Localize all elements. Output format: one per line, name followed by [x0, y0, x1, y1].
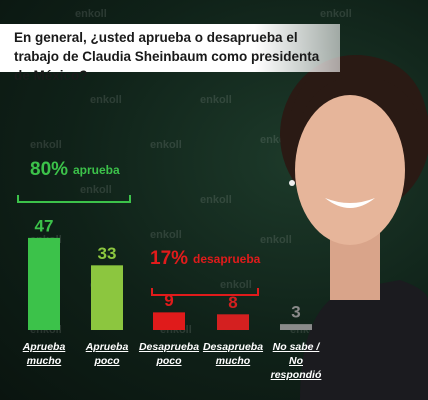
- value-label: 9: [164, 291, 173, 310]
- category-label: Desaprueba poco: [138, 341, 200, 367]
- watermark: enkoll: [200, 94, 232, 106]
- watermark: enkoll: [200, 194, 232, 206]
- value-label: 3: [291, 303, 300, 322]
- category-label: Desaprueba mucho: [202, 341, 264, 367]
- watermark: enkoll: [320, 8, 352, 20]
- bar: [217, 314, 249, 330]
- watermark: enkoll: [75, 8, 107, 20]
- chart-title: En general, ¿usted aprueba o desaprueba …: [14, 30, 320, 83]
- value-label: 33: [98, 244, 117, 263]
- watermark: enkoll: [260, 234, 292, 246]
- value-label: 8: [228, 293, 237, 312]
- watermark: enkoll: [150, 229, 182, 241]
- category-label: Aprueba poco: [85, 341, 129, 367]
- annotation-pct: 17%: [150, 248, 188, 269]
- portrait: [280, 55, 428, 400]
- bar: [91, 265, 123, 330]
- watermark: enkoll: [30, 139, 62, 151]
- disapprove-bracket: [151, 288, 259, 296]
- bar: [153, 312, 185, 330]
- watermark: enkoll: [150, 139, 182, 151]
- category-label: No sabe / No respondió: [270, 341, 322, 381]
- value-label: 47: [35, 216, 54, 235]
- watermark: enkoll: [80, 184, 112, 196]
- title-box: [0, 24, 340, 72]
- watermark: enkoll: [220, 279, 252, 291]
- annotation-pct: 80%: [30, 159, 68, 180]
- bar: [280, 324, 312, 330]
- watermark: enkoll: [90, 94, 122, 106]
- annotation-text: desaprueba: [193, 252, 261, 266]
- bar: [28, 237, 60, 330]
- annotation-text: aprueba: [73, 163, 120, 177]
- approve-bracket: [17, 195, 131, 203]
- category-label: Aprueba mucho: [22, 341, 66, 367]
